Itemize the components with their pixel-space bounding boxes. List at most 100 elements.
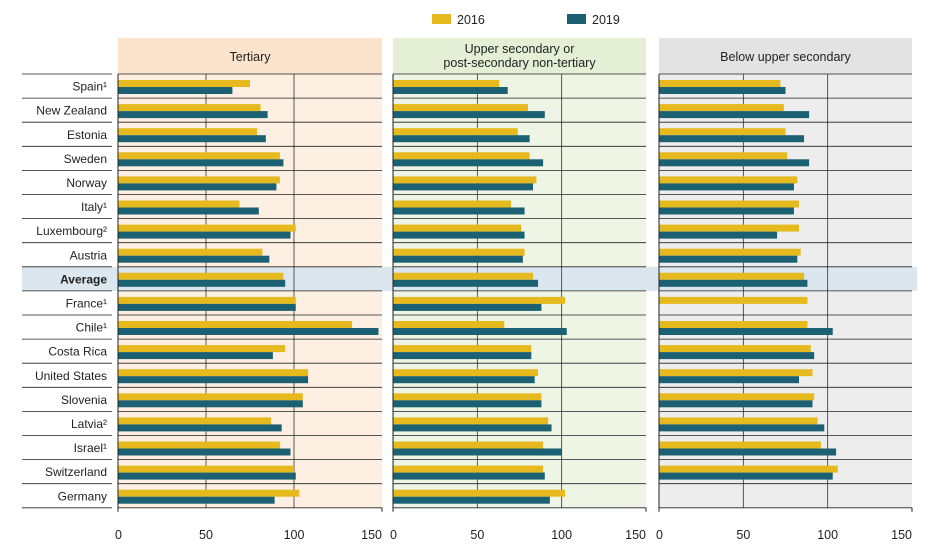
panel-title-line: post-secondary non-tertiary bbox=[443, 56, 596, 70]
category-label: Average bbox=[60, 272, 107, 286]
bar-2016 bbox=[393, 489, 566, 497]
bar-2019 bbox=[118, 400, 303, 408]
panel-title: Below upper secondary bbox=[720, 50, 851, 64]
legend-label: 2019 bbox=[592, 13, 620, 27]
bar-2016 bbox=[118, 489, 300, 497]
bar-2019 bbox=[393, 424, 552, 432]
category-label: United States bbox=[35, 369, 107, 383]
bar-2016 bbox=[659, 200, 799, 208]
bar-2019 bbox=[118, 424, 282, 432]
bar-2016 bbox=[118, 321, 353, 328]
bar-2016 bbox=[393, 393, 542, 401]
bar-2016 bbox=[659, 176, 798, 184]
bar-2016 bbox=[118, 200, 240, 208]
bar-2019 bbox=[659, 472, 833, 480]
category-label: Austria bbox=[70, 248, 108, 262]
bar-2016 bbox=[659, 321, 808, 328]
category-label: Estonia bbox=[67, 128, 107, 142]
bar-2019 bbox=[393, 159, 544, 167]
bar-2016 bbox=[393, 224, 522, 232]
bar-2016 bbox=[393, 417, 549, 425]
bar-2016 bbox=[118, 248, 263, 256]
bar-2016 bbox=[393, 152, 530, 160]
bar-2019 bbox=[393, 352, 532, 360]
category-label: Switzerland bbox=[45, 465, 107, 479]
tick-label: 100 bbox=[284, 528, 305, 542]
bar-2016 bbox=[659, 345, 811, 353]
bar-2016 bbox=[118, 417, 272, 425]
category-label: Italy¹ bbox=[81, 200, 107, 214]
legend-label: 2016 bbox=[457, 13, 485, 27]
bar-2016 bbox=[118, 152, 280, 160]
bar-2016 bbox=[393, 128, 518, 136]
bar-2019 bbox=[118, 472, 296, 480]
bar-2016 bbox=[393, 441, 544, 449]
category-label: Israel¹ bbox=[74, 441, 107, 455]
bar-2016 bbox=[393, 369, 539, 377]
bar-2019 bbox=[659, 448, 837, 456]
bar-2019 bbox=[393, 255, 523, 263]
bar-2019 bbox=[659, 159, 810, 167]
bar-2019 bbox=[118, 255, 270, 263]
bar-2019 bbox=[118, 328, 379, 335]
bar-2019 bbox=[659, 424, 825, 432]
bar-2019 bbox=[118, 207, 259, 215]
bar-2019 bbox=[118, 159, 284, 167]
bar-2016 bbox=[393, 296, 566, 304]
bar-2019 bbox=[393, 207, 525, 215]
bar-2019 bbox=[659, 111, 810, 119]
bar-2016 bbox=[393, 345, 532, 353]
tick-label: 0 bbox=[390, 528, 397, 542]
bar-2016 bbox=[118, 272, 284, 280]
bar-2016 bbox=[118, 345, 286, 353]
bar-2016 bbox=[118, 296, 296, 304]
bar-2019 bbox=[393, 448, 562, 456]
bar-2016 bbox=[659, 369, 813, 377]
bar-2016 bbox=[659, 441, 821, 449]
bar-2016 bbox=[118, 224, 296, 232]
bar-2016 bbox=[118, 393, 303, 401]
bar-2019 bbox=[393, 87, 508, 94]
legend-swatch-2016 bbox=[432, 14, 451, 24]
bar-2016 bbox=[659, 417, 818, 425]
bar-2016 bbox=[118, 465, 294, 473]
tick-label: 0 bbox=[115, 528, 122, 542]
bar-2019 bbox=[659, 352, 815, 360]
bar-2016 bbox=[393, 80, 500, 87]
tick-label: 0 bbox=[656, 528, 663, 542]
bar-2016 bbox=[393, 321, 505, 328]
panel-title: Tertiary bbox=[230, 50, 272, 64]
bar-2019 bbox=[659, 231, 778, 239]
bar-2019 bbox=[393, 400, 542, 408]
bar-2019 bbox=[393, 135, 530, 143]
tick-label: 50 bbox=[199, 528, 213, 542]
bar-2019 bbox=[393, 183, 533, 191]
bar-2019 bbox=[393, 496, 550, 504]
bar-2016 bbox=[393, 200, 512, 208]
tick-label: 50 bbox=[736, 528, 750, 542]
panel-header bbox=[118, 38, 382, 74]
panel-header bbox=[393, 38, 646, 74]
legend-swatch-2019 bbox=[567, 14, 586, 24]
category-label: Slovenia bbox=[61, 393, 107, 407]
bar-2016 bbox=[659, 465, 838, 473]
bar-2019 bbox=[659, 376, 799, 384]
panel-title-line: Upper secondary or bbox=[465, 42, 575, 56]
bar-2016 bbox=[659, 248, 801, 256]
category-label: Sweden bbox=[64, 152, 107, 166]
bar-2016 bbox=[118, 369, 309, 377]
bar-2019 bbox=[118, 87, 233, 94]
bar-2016 bbox=[659, 296, 808, 304]
bar-2019 bbox=[659, 135, 805, 143]
bar-2019 bbox=[393, 376, 535, 384]
bar-2019 bbox=[659, 183, 794, 191]
bar-2016 bbox=[393, 104, 528, 112]
bar-2019 bbox=[393, 279, 539, 287]
bar-2016 bbox=[393, 272, 533, 280]
bar-2016 bbox=[118, 176, 280, 184]
bar-2019 bbox=[393, 472, 545, 480]
bar-2016 bbox=[659, 393, 815, 401]
tick-label: 100 bbox=[817, 528, 838, 542]
bar-2019 bbox=[659, 87, 786, 94]
